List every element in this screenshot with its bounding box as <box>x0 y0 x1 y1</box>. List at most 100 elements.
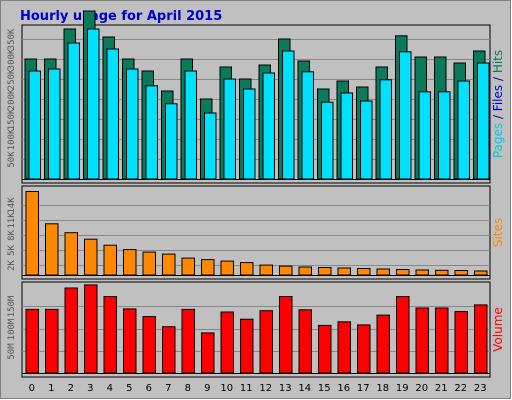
x-tick-label: 22 <box>454 383 467 394</box>
bar-files-hour-11 <box>243 88 256 180</box>
bar-volume-hour-11 <box>240 318 254 374</box>
bar-volume-hour-17 <box>357 324 371 374</box>
x-tick-label: 18 <box>376 383 389 394</box>
y-tick-label: 11K <box>7 212 17 229</box>
bar-files-hour-9 <box>204 112 217 180</box>
x-tick-label: 0 <box>29 383 35 394</box>
bar-files-hour-22 <box>457 80 470 180</box>
panel-hits-files-plot-area <box>21 24 491 184</box>
x-tick-label: 9 <box>204 383 210 394</box>
y-tick-label: 150K <box>7 108 17 130</box>
bar-sites-hour-7 <box>162 253 176 276</box>
y-tick-label: 150M <box>7 295 17 317</box>
y-tick-label: 100K <box>7 128 17 150</box>
bar-files-hour-7 <box>165 103 178 180</box>
bar-files-hour-20 <box>418 91 431 180</box>
x-tick-label: 2 <box>68 383 74 394</box>
bar-sites-hour-0 <box>25 191 39 276</box>
bar-sites-hour-4 <box>103 244 117 276</box>
panel-sites-axis-label: Sites <box>491 218 505 247</box>
bar-volume-hour-22 <box>454 311 468 374</box>
x-tick-label: 12 <box>259 383 272 394</box>
bar-volume-hour-8 <box>181 308 195 374</box>
bar-files-hour-13 <box>282 50 295 180</box>
x-tick-label: 3 <box>87 383 93 394</box>
bar-volume-hour-12 <box>259 310 273 374</box>
y-tick-label: 14K <box>7 197 17 214</box>
bar-sites-hour-14 <box>298 266 312 276</box>
y-tick-label: 50K <box>7 151 17 168</box>
chart-title: Hourly usage for April 2015 <box>20 9 222 24</box>
x-tick-label: 6 <box>146 383 152 394</box>
bar-files-hour-15 <box>321 101 334 180</box>
x-tick-label: 5 <box>126 383 132 394</box>
bar-volume-hour-10 <box>220 311 234 374</box>
bar-volume-hour-7 <box>162 326 176 374</box>
axis-label-part: Hits <box>491 50 505 73</box>
bar-volume-hour-13 <box>279 296 293 374</box>
y-tick-label: 50M <box>7 343 17 360</box>
x-tick-label: 20 <box>415 383 428 394</box>
bar-volume-hour-23 <box>474 304 488 374</box>
bar-volume-hour-1 <box>45 308 59 374</box>
x-tick-label: 7 <box>165 383 171 394</box>
bar-volume-hour-15 <box>318 324 332 374</box>
bar-files-hour-12 <box>262 72 275 180</box>
bar-volume-hour-16 <box>337 321 351 374</box>
bar-sites-hour-17 <box>357 268 371 276</box>
bar-volume-hour-5 <box>123 308 137 374</box>
bar-volume-hour-21 <box>435 307 449 374</box>
bar-files-hour-18 <box>379 79 392 180</box>
panel-hits-files-axis-label: Pages / Files / Hits <box>491 50 505 158</box>
axis-label-part: Pages <box>491 123 505 158</box>
bar-sites-hour-2 <box>64 232 78 276</box>
bar-volume-hour-2 <box>64 287 78 374</box>
bar-files-hour-8 <box>184 70 197 180</box>
x-tick-label: 21 <box>435 383 448 394</box>
bar-files-hour-0 <box>28 70 41 180</box>
bar-volume-hour-3 <box>84 284 98 374</box>
axis-label-part: Sites <box>491 218 505 247</box>
bar-volume-hour-19 <box>396 296 410 374</box>
bar-files-hour-19 <box>399 51 412 180</box>
x-tick-label: 23 <box>474 383 487 394</box>
y-tick-label: 2K <box>7 260 17 271</box>
x-tick-label: 16 <box>337 383 350 394</box>
axis-label-part: Volume <box>491 307 505 352</box>
bar-sites-hour-16 <box>337 267 351 276</box>
bar-files-hour-2 <box>67 42 80 180</box>
bar-volume-hour-18 <box>376 314 390 374</box>
bar-volume-hour-0 <box>25 308 39 374</box>
x-tick-label: 4 <box>107 383 113 394</box>
y-tick-label: 5K <box>7 245 17 256</box>
bar-sites-hour-9 <box>201 259 215 276</box>
bar-sites-hour-15 <box>318 267 332 276</box>
bar-sites-hour-13 <box>279 265 293 276</box>
bar-sites-hour-19 <box>396 269 410 276</box>
y-tick-label: 300K <box>7 48 17 70</box>
bar-files-hour-17 <box>360 100 373 180</box>
bar-files-hour-3 <box>87 28 100 180</box>
y-tick-label: 100M <box>7 318 17 340</box>
bar-volume-hour-4 <box>103 296 117 374</box>
panel-volume-bars <box>25 284 488 374</box>
bar-sites-hour-8 <box>181 257 195 276</box>
x-tick-label: 14 <box>298 383 311 394</box>
bar-sites-hour-5 <box>123 249 137 276</box>
bar-files-hour-14 <box>301 71 314 180</box>
bar-files-hour-5 <box>126 68 139 180</box>
axis-label-part: / <box>491 111 505 123</box>
axis-label-part: Files <box>491 85 505 111</box>
y-tick-label: 200K <box>7 88 17 110</box>
x-tick-label: 8 <box>185 383 191 394</box>
bar-sites-hour-20 <box>415 269 429 276</box>
bar-files-hour-1 <box>48 68 61 180</box>
x-tick-label: 13 <box>279 383 292 394</box>
panel-sites-plot-area <box>21 185 491 280</box>
